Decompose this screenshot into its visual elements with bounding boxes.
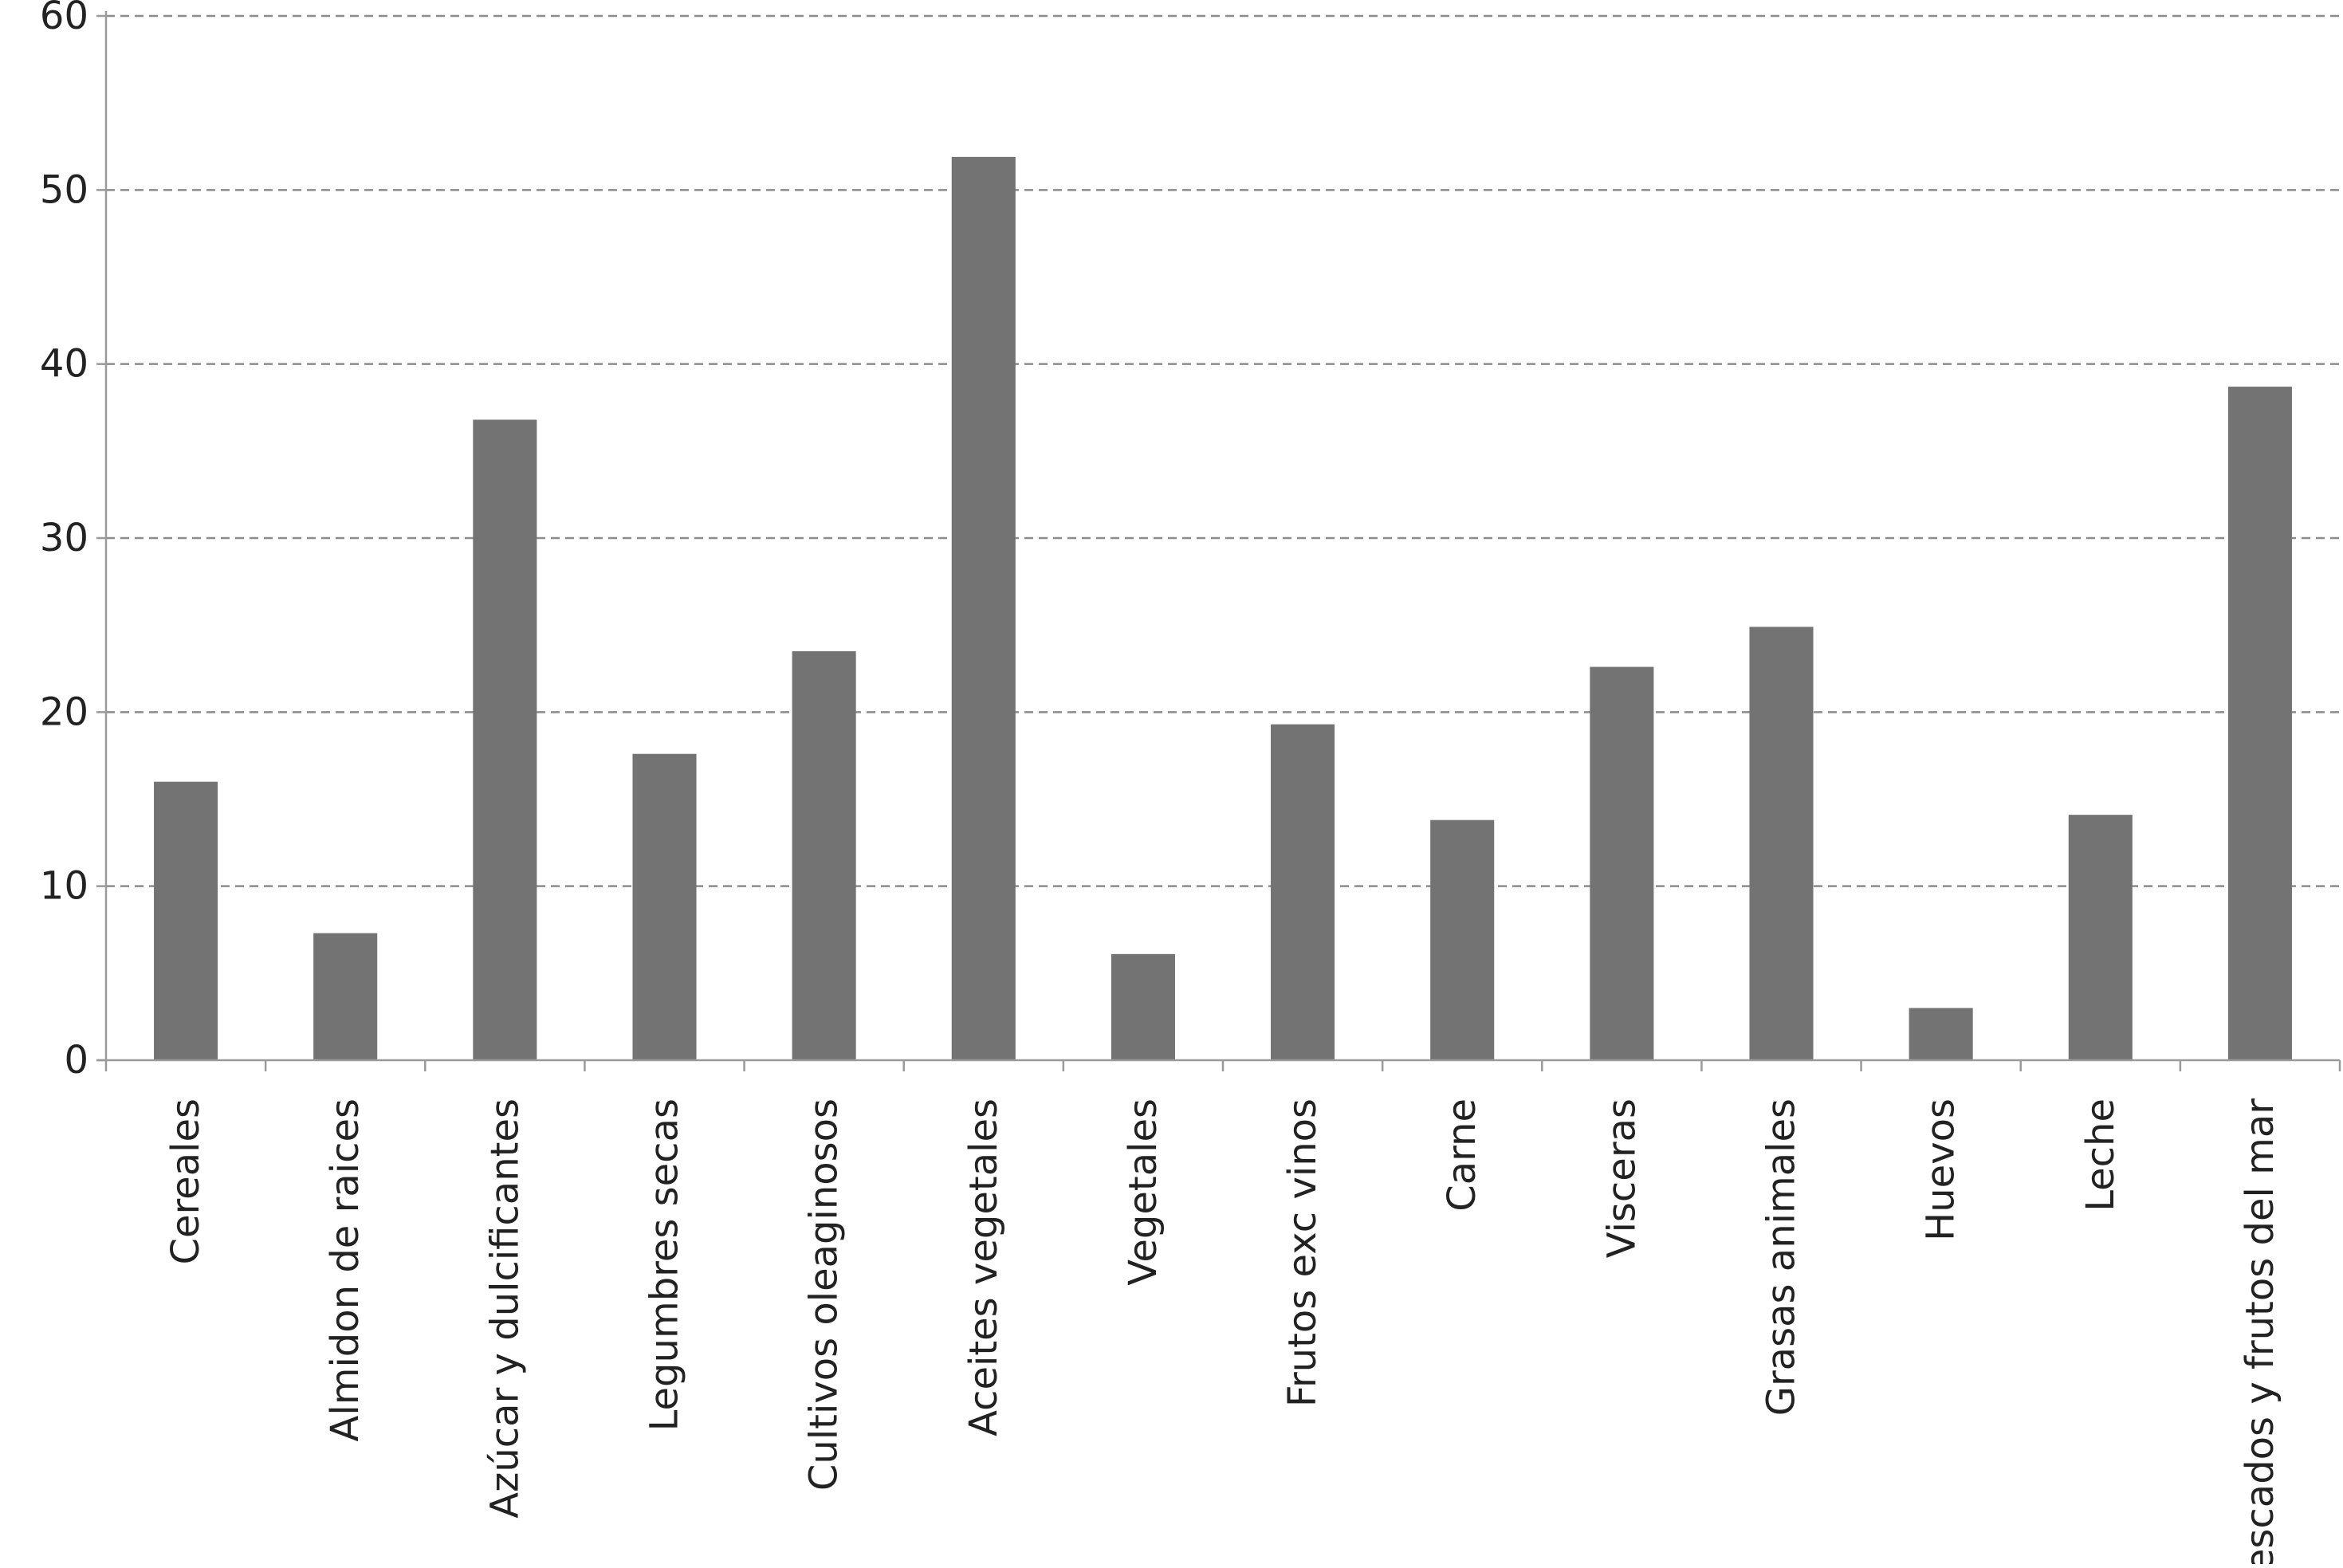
x-tick-label: Leche — [2078, 1098, 2123, 1212]
bar-10 — [1590, 666, 1654, 1060]
bar-3 — [473, 419, 537, 1060]
y-tick-label: 10 — [40, 864, 88, 909]
x-tick-label: Cultivos oleaginosos — [802, 1098, 847, 1491]
bar-9 — [1430, 819, 1495, 1060]
x-tick-label: Almidon de raices — [323, 1098, 368, 1441]
y-tick-label: 0 — [64, 1038, 88, 1083]
bar-12 — [1909, 1008, 1973, 1060]
x-tick-label: Vegetales — [1121, 1098, 1166, 1286]
x-tick-label: Cereales — [163, 1098, 208, 1265]
gridlines — [106, 14, 2340, 887]
bar-8 — [1271, 724, 1335, 1060]
bar-7 — [1111, 953, 1175, 1060]
x-tick-label: Legumbres secas — [643, 1098, 687, 1431]
bar-11 — [1749, 627, 1814, 1060]
y-tick-labels: 0 10 20 30 40 50 60 — [40, 0, 88, 1083]
x-tick-label: Carne — [1440, 1098, 1484, 1212]
bar-4 — [632, 753, 697, 1060]
bar-6 — [951, 156, 1016, 1061]
x-tick-label: Pescados y frutos del mar — [2238, 1098, 2282, 1564]
y-tick-label: 50 — [40, 167, 88, 212]
x-tick-label: Huevos — [1919, 1098, 1964, 1241]
x-tick-label: Frutos exc vinos — [1280, 1098, 1325, 1407]
bar-1 — [154, 781, 218, 1060]
bar-14 — [2227, 387, 2292, 1060]
bars — [154, 156, 2292, 1061]
x-tick-labels: Cereales Almidon de raices Azúcar y dulcif… — [163, 1098, 2282, 1568]
x-tick-label: Aceites vegetales — [961, 1098, 1006, 1436]
x-tick-label: Grasas animales — [1759, 1098, 1804, 1416]
axes — [96, 11, 2341, 1071]
y-tick-label: 20 — [40, 690, 88, 734]
bar-2 — [313, 933, 378, 1060]
bar-5 — [792, 650, 856, 1060]
y-tick-label: 60 — [40, 0, 88, 38]
x-tick-label: Azúcar y dulcificantes — [482, 1098, 527, 1519]
y-tick-label: 30 — [40, 516, 88, 560]
x-tick-label: Visceras — [1599, 1098, 1644, 1258]
bar-13 — [2068, 815, 2133, 1060]
y-tick-label: 40 — [40, 342, 88, 387]
